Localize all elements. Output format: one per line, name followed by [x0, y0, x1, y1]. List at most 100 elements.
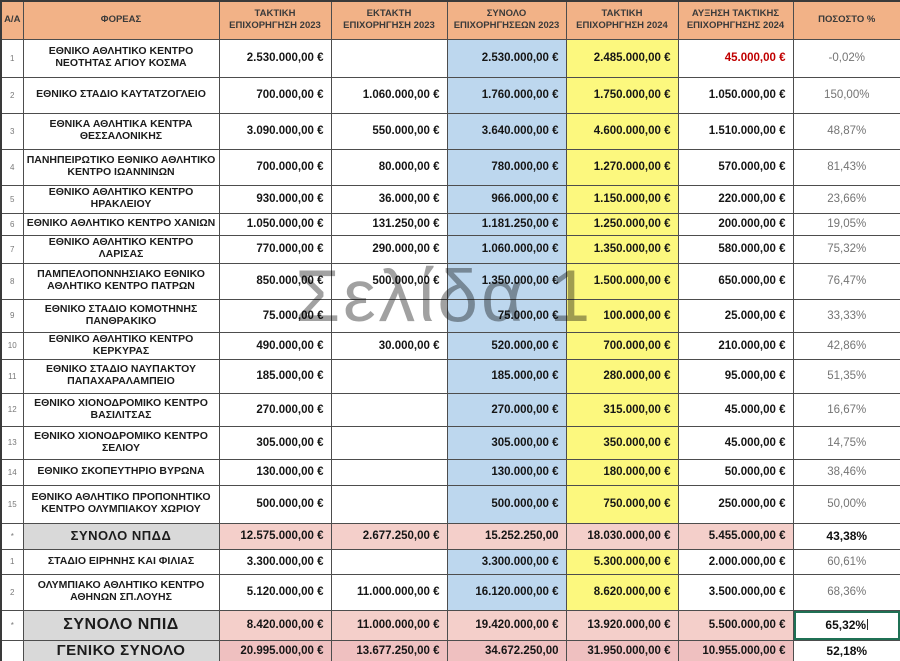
cell-percentage[interactable]: 81,43%	[792, 148, 900, 186]
cell-regular-grant-2023[interactable]: 1.050.000,00 €	[218, 212, 332, 236]
cell-serial[interactable]: 11	[0, 358, 24, 394]
cell-grant-increase-2024[interactable]: 25.000,00 €	[677, 298, 794, 333]
cell-total-grants-2023[interactable]: 1.350.000,00 €	[446, 262, 567, 300]
cell-serial[interactable]: *	[0, 522, 24, 550]
cell-extra-grant-2023[interactable]	[330, 298, 448, 333]
cell-extra-grant-2023[interactable]: 13.677.250,00 €	[330, 639, 448, 661]
cell-regular-grant-2023[interactable]: 2.530.000,00 €	[218, 38, 332, 78]
cell-serial[interactable]: 1	[0, 38, 24, 78]
cell-entity[interactable]: ΕΘΝΙΚΟ ΑΘΛΗΤΙΚΟ ΚΕΝΤΡΟ ΚΕΡΚΥΡΑΣ	[22, 331, 220, 360]
cell-regular-grant-2023[interactable]: 130.000,00 €	[218, 458, 332, 486]
cell-entity[interactable]: ΣΥΝΟΛΟ ΝΠΔΔ	[22, 522, 220, 550]
cell-extra-grant-2023[interactable]: 550.000,00 €	[330, 112, 448, 150]
cell-regular-grant-2023[interactable]: 490.000,00 €	[218, 331, 332, 360]
cell-regular-grant-2024[interactable]: 2.485.000,00 €	[565, 38, 679, 78]
cell-serial[interactable]: 13	[0, 425, 24, 460]
cell-regular-grant-2024[interactable]: 4.600.000,00 €	[565, 112, 679, 150]
cell-percentage[interactable]: 42,86%	[792, 331, 900, 360]
cell-percentage[interactable]: 23,66%	[792, 184, 900, 214]
cell-extra-grant-2023[interactable]	[330, 38, 448, 78]
cell-regular-grant-2023[interactable]: 770.000,00 €	[218, 234, 332, 264]
cell-entity[interactable]: ΕΘΝΙΚΟ ΧΙΟΝΟΔΡΟΜΙΚΟ ΚΕΝΤΡΟ ΣΕΛΙΟΥ	[22, 425, 220, 460]
cell-regular-grant-2024[interactable]: 100.000,00 €	[565, 298, 679, 333]
cell-percentage[interactable]: 48,87%	[792, 112, 900, 150]
cell-grant-increase-2024[interactable]: 2.000.000,00 €	[677, 548, 794, 575]
cell-percentage[interactable]: 19,05%	[792, 212, 900, 236]
cell-regular-grant-2023[interactable]: 185.000,00 €	[218, 358, 332, 394]
cell-regular-grant-2024[interactable]: 1.350.000,00 €	[565, 234, 679, 264]
cell-entity[interactable]: ΕΘΝΙΚΑ ΑΘΛΗΤΙΚΑ ΚΕΝΤΡΑ ΘΕΣΣΑΛΟΝΙΚΗΣ	[22, 112, 220, 150]
cell-grant-increase-2024[interactable]: 3.500.000,00 €	[677, 573, 794, 611]
cell-regular-grant-2023[interactable]: 3.300.000,00 €	[218, 548, 332, 575]
cell-extra-grant-2023[interactable]: 11.000.000,00 €	[330, 609, 448, 641]
cell-serial[interactable]: 5	[0, 184, 24, 214]
cell-percentage[interactable]: 68,36%	[792, 573, 900, 611]
cell-percentage[interactable]: -0,02%	[792, 38, 900, 78]
cell-regular-grant-2024[interactable]: 180.000,00 €	[565, 458, 679, 486]
cell-percentage[interactable]: 76,47%	[792, 262, 900, 300]
cell-serial[interactable]: 2	[0, 76, 24, 114]
cell-serial[interactable]: 14	[0, 458, 24, 486]
cell-regular-grant-2023[interactable]: 5.120.000,00 €	[218, 573, 332, 611]
cell-entity[interactable]: ΕΘΝΙΚΟ ΣΚΟΠΕΥΤΗΡΙΟ ΒΥΡΩΝΑ	[22, 458, 220, 486]
cell-percentage[interactable]: 38,46%	[792, 458, 900, 486]
cell-total-grants-2023[interactable]: 2.530.000,00 €	[446, 38, 567, 78]
cell-percentage[interactable]: 33,33%	[792, 298, 900, 333]
cell-serial[interactable]: 12	[0, 392, 24, 427]
cell-regular-grant-2024[interactable]: 1.150.000,00 €	[565, 184, 679, 214]
cell-entity[interactable]: ΕΘΝΙΚΟ ΑΘΛΗΤΙΚΟ ΚΕΝΤΡΟ ΗΡΑΚΛΕΙΟΥ	[22, 184, 220, 214]
cell-percentage[interactable]: 51,35%	[792, 358, 900, 394]
cell-extra-grant-2023[interactable]: 1.060.000,00 €	[330, 76, 448, 114]
cell-extra-grant-2023[interactable]	[330, 548, 448, 575]
cell-regular-grant-2023[interactable]: 75.000,00 €	[218, 298, 332, 333]
cell-extra-grant-2023[interactable]	[330, 392, 448, 427]
cell-extra-grant-2023[interactable]	[330, 458, 448, 486]
cell-regular-grant-2024[interactable]: 1.270.000,00 €	[565, 148, 679, 186]
cell-entity[interactable]: ΣΥΝΟΛΟ ΝΠΙΔ	[22, 609, 220, 641]
cell-entity[interactable]: ΠΑΝΗΠΕΙΡΩΤΙΚΟ ΕΘΝΙΚΟ ΑΘΛΗΤΙΚΟ ΚΕΝΤΡΟ ΙΩΑ…	[22, 148, 220, 186]
cell-grant-increase-2024[interactable]: 5.500.000,00 €	[677, 609, 794, 641]
cell-total-grants-2023[interactable]: 19.420.000,00 €	[446, 609, 567, 641]
cell-regular-grant-2023[interactable]: 8.420.000,00 €	[218, 609, 332, 641]
cell-extra-grant-2023[interactable]: 36.000,00 €	[330, 184, 448, 214]
cell-extra-grant-2023[interactable]: 30.000,00 €	[330, 331, 448, 360]
cell-grant-increase-2024[interactable]: 210.000,00 €	[677, 331, 794, 360]
cell-percentage[interactable]: 50,00%	[792, 484, 900, 524]
cell-regular-grant-2023[interactable]: 700.000,00 €	[218, 76, 332, 114]
cell-grant-increase-2024[interactable]: 250.000,00 €	[677, 484, 794, 524]
cell-regular-grant-2023[interactable]: 700.000,00 €	[218, 148, 332, 186]
cell-percentage[interactable]: 14,75%	[792, 425, 900, 460]
cell-grant-increase-2024[interactable]: 45.000,00 €	[677, 392, 794, 427]
cell-serial[interactable]: 6	[0, 212, 24, 236]
cell-grant-increase-2024[interactable]: 45.000,00 €	[677, 38, 794, 78]
cell-total-grants-2023[interactable]: 270.000,00 €	[446, 392, 567, 427]
cell-regular-grant-2024[interactable]: 18.030.000,00 €	[565, 522, 679, 550]
cell-percentage-selected[interactable]: 65,32%	[792, 609, 900, 641]
cell-entity[interactable]: ΣΤΑΔΙΟ ΕΙΡΗΝΗΣ ΚΑΙ ΦΙΛΙΑΣ	[22, 548, 220, 575]
cell-extra-grant-2023[interactable]: 2.677.250,00 €	[330, 522, 448, 550]
cell-regular-grant-2024[interactable]: 350.000,00 €	[565, 425, 679, 460]
cell-grant-increase-2024[interactable]: 50.000,00 €	[677, 458, 794, 486]
cell-total-grants-2023[interactable]: 966.000,00 €	[446, 184, 567, 214]
cell-percentage[interactable]: 150,00%	[792, 76, 900, 114]
cell-grant-increase-2024[interactable]: 570.000,00 €	[677, 148, 794, 186]
cell-regular-grant-2023[interactable]: 12.575.000,00 €	[218, 522, 332, 550]
cell-entity[interactable]: ΕΘΝΙΚΟ ΣΤΑΔΙΟ ΚΟΜΟΤΗΝΗΣ ΠΑΝΘΡΑΚΙΚΟ	[22, 298, 220, 333]
cell-total-grants-2023[interactable]: 75.000,00 €	[446, 298, 567, 333]
cell-total-grants-2023[interactable]: 185.000,00 €	[446, 358, 567, 394]
cell-regular-grant-2023[interactable]: 850.000,00 €	[218, 262, 332, 300]
cell-serial[interactable]: 4	[0, 148, 24, 186]
cell-serial[interactable]: 15	[0, 484, 24, 524]
cell-serial[interactable]: 2	[0, 573, 24, 611]
cell-total-grants-2023[interactable]: 3.300.000,00 €	[446, 548, 567, 575]
cell-regular-grant-2024[interactable]: 700.000,00 €	[565, 331, 679, 360]
cell-regular-grant-2024[interactable]: 13.920.000,00 €	[565, 609, 679, 641]
cell-regular-grant-2023[interactable]: 20.995.000,00 €	[218, 639, 332, 661]
cell-grant-increase-2024[interactable]: 650.000,00 €	[677, 262, 794, 300]
cell-total-grants-2023[interactable]: 780.000,00 €	[446, 148, 567, 186]
cell-extra-grant-2023[interactable]	[330, 484, 448, 524]
cell-grant-increase-2024[interactable]: 580.000,00 €	[677, 234, 794, 264]
cell-regular-grant-2024[interactable]: 750.000,00 €	[565, 484, 679, 524]
cell-total-grants-2023[interactable]: 1.181.250,00 €	[446, 212, 567, 236]
cell-entity[interactable]: ΕΘΝΙΚΟ ΣΤΑΔΙΟ ΚΑΥΤΑΤΖΟΓΛΕΙΟ	[22, 76, 220, 114]
